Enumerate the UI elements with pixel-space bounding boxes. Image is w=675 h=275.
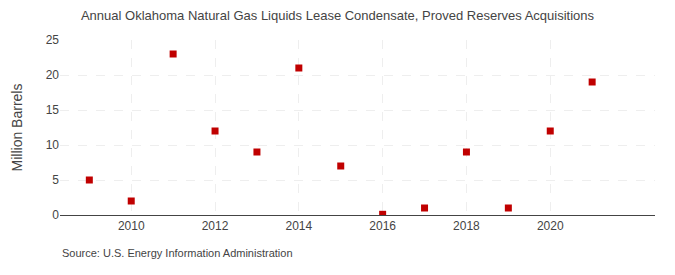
svg-text:2016: 2016 xyxy=(369,219,396,233)
svg-text:2020: 2020 xyxy=(537,219,564,233)
svg-text:15: 15 xyxy=(46,103,60,117)
svg-text:20: 20 xyxy=(46,68,60,82)
svg-text:10: 10 xyxy=(46,138,60,152)
svg-text:Annual Oklahoma Natural Gas Li: Annual Oklahoma Natural Gas Liquids Leas… xyxy=(81,8,595,23)
svg-text:Source: U.S. Energy Informatio: Source: U.S. Energy Information Administ… xyxy=(62,247,293,259)
svg-text:2012: 2012 xyxy=(202,219,229,233)
svg-text:5: 5 xyxy=(52,173,59,187)
svg-text:2010: 2010 xyxy=(118,219,145,233)
svg-text:25: 25 xyxy=(46,33,60,47)
svg-text:2014: 2014 xyxy=(285,219,312,233)
svg-text:0: 0 xyxy=(52,208,59,222)
svg-text:Million Barrels: Million Barrels xyxy=(9,84,25,172)
svg-text:2018: 2018 xyxy=(453,219,480,233)
